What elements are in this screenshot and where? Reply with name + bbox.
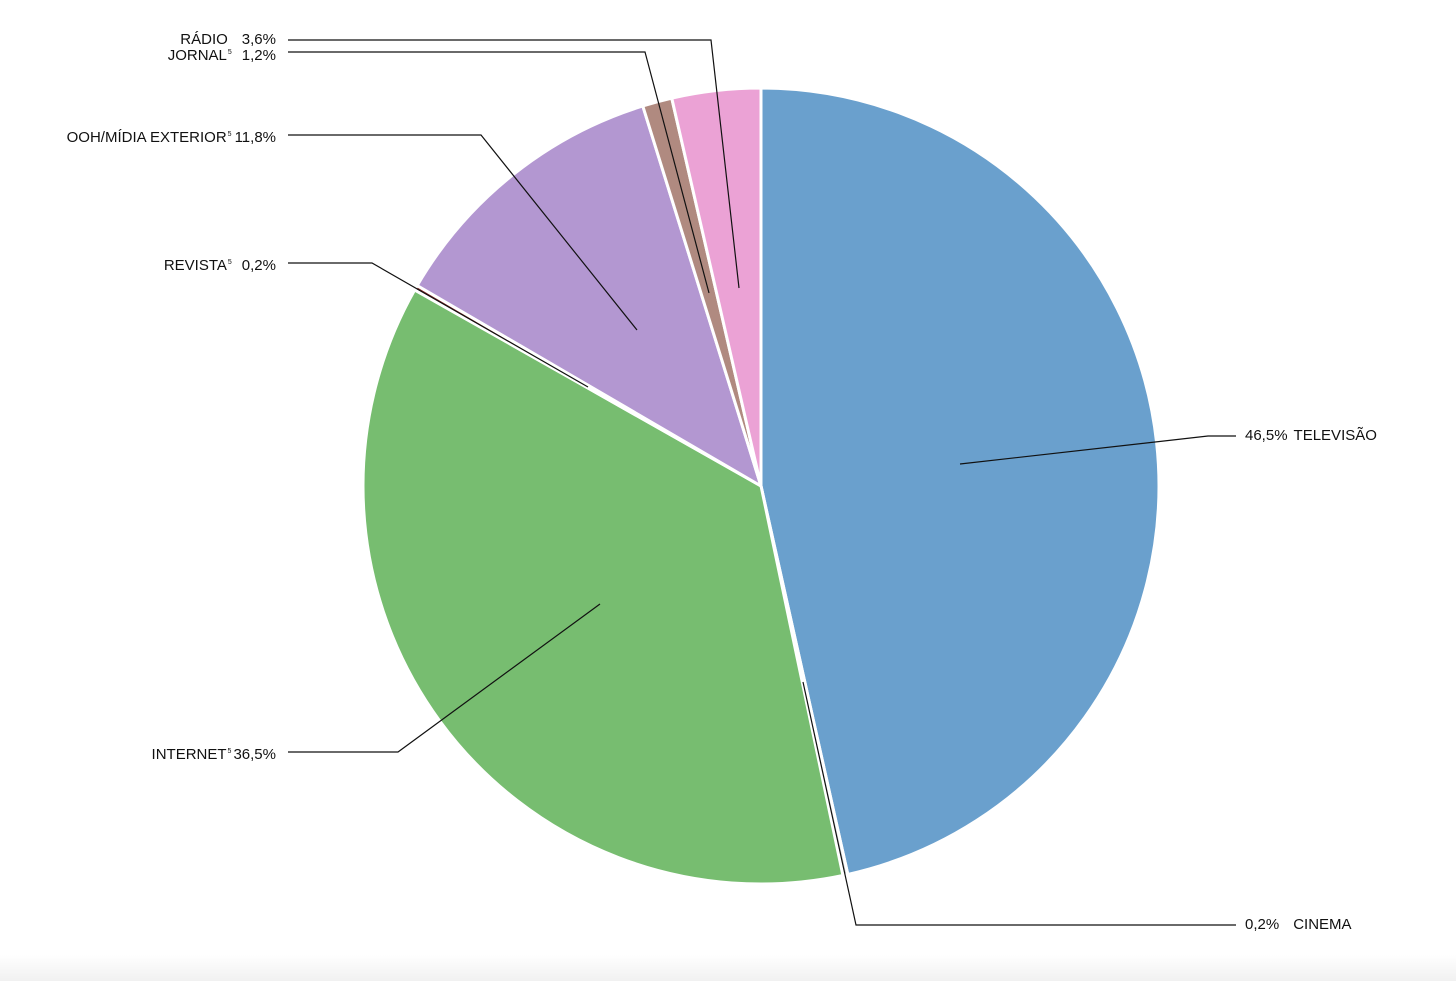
label-cinema: 0,2% CINEMA — [1245, 917, 1352, 932]
label-ooh: OOH/MÍDIA EXTERIOR5 11,8% — [67, 127, 276, 145]
leader-line-cinema — [802, 681, 1236, 926]
label-jornal-value: 1,2% — [241, 47, 276, 64]
bottom-fade — [0, 955, 1456, 981]
label-ooh-value: 11,8% — [234, 129, 276, 146]
label-internet-value: 36,5% — [233, 746, 276, 763]
leader-line-ooh — [288, 134, 638, 331]
label-jornal-name: JORNAL — [167, 47, 227, 64]
label-ooh-sup: 5 — [227, 131, 232, 138]
label-jornal-sup: 5 — [227, 49, 232, 56]
label-radio: RÁDIO 3,6% — [180, 32, 276, 47]
leader-line-revista — [288, 262, 589, 388]
leader-line-jornal — [288, 51, 710, 294]
label-revista-value: 0,2% — [241, 257, 276, 274]
leader-line-radio — [288, 39, 740, 289]
label-televisao: 46,5% TELEVISÃO — [1245, 428, 1377, 443]
label-jornal: JORNAL5 1,2% — [168, 45, 276, 63]
label-ooh-name: OOH/MÍDIA EXTERIOR — [66, 129, 227, 146]
label-radio-name: RÁDIO — [180, 31, 228, 48]
pie-slices — [361, 86, 1161, 886]
leader-lines — [288, 39, 1236, 926]
label-televisao-value: 46,5% — [1245, 427, 1288, 444]
pie-slice-r-dio — [670, 86, 763, 488]
label-televisao-name: TELEVISÃO — [1293, 427, 1377, 444]
label-radio-value: 3,6% — [241, 31, 276, 48]
label-internet: INTERNET5 36,5% — [152, 744, 276, 762]
label-internet-sup: 5 — [227, 748, 232, 755]
label-revista: REVISTA5 0,2% — [164, 255, 276, 273]
label-cinema-name: CINEMA — [1293, 916, 1352, 933]
leader-line-televisao — [959, 435, 1236, 465]
label-revista-name: REVISTA — [163, 257, 227, 274]
label-revista-sup: 5 — [227, 259, 232, 266]
label-internet-name: INTERNET — [151, 746, 227, 763]
label-cinema-value: 0,2% — [1245, 916, 1280, 933]
leader-line-internet — [288, 603, 601, 753]
